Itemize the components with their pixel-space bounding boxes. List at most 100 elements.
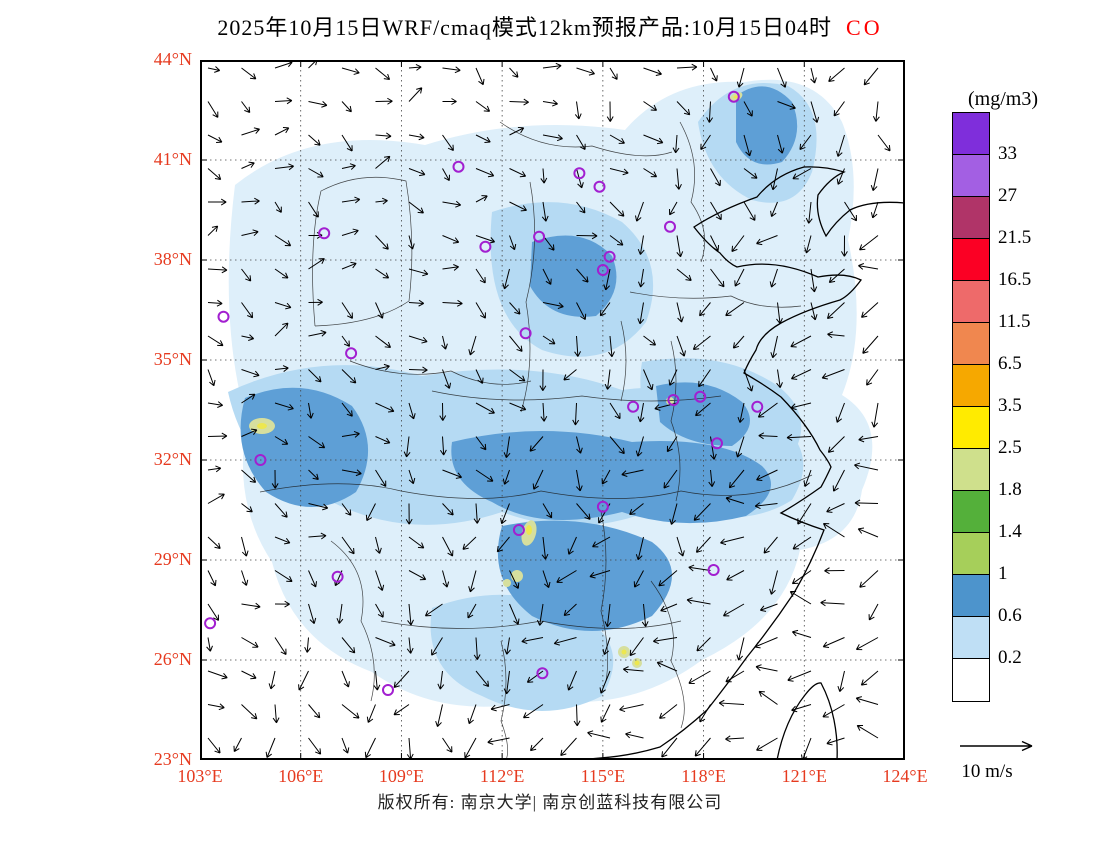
wind-arrow xyxy=(375,335,391,348)
wind-arrow xyxy=(274,570,293,582)
colorbar-segment xyxy=(953,449,989,491)
wind-arrow xyxy=(634,201,644,222)
wind-arrow xyxy=(855,696,879,705)
wind-arrow xyxy=(637,402,645,423)
wind-arrow xyxy=(542,99,558,107)
wind-arrow xyxy=(408,570,427,581)
wind-arrow xyxy=(743,168,758,179)
wind-arrow xyxy=(408,168,426,177)
wind-arrow xyxy=(364,737,376,759)
wind-arrow xyxy=(442,369,452,389)
colorbar-label: 0.6 xyxy=(998,605,1022,626)
wind-arrow xyxy=(475,469,494,482)
copyright-text: 版权所有: 南京大学| 南京创蓝科技有限公司 xyxy=(377,793,723,812)
wind-arrow xyxy=(274,302,292,310)
station-marker xyxy=(479,240,492,253)
wind-arrow xyxy=(693,503,711,521)
wind-legend: 10 m/s xyxy=(932,738,1042,783)
wind-arrow xyxy=(241,268,252,282)
wind-arrow xyxy=(308,201,319,218)
wind-arrow xyxy=(599,670,611,694)
wind-arrow xyxy=(676,235,684,258)
wind-arrow xyxy=(475,195,488,203)
wind-arrow xyxy=(424,603,443,617)
wind-arrow xyxy=(442,737,453,753)
wind-arrow xyxy=(835,402,845,423)
wind-arrow xyxy=(241,369,260,378)
wind-arrow xyxy=(408,536,425,549)
wind-arrow xyxy=(500,503,510,525)
wind-arrow xyxy=(567,670,577,691)
axis-ticks xyxy=(200,60,905,760)
wind-arrow xyxy=(725,302,745,317)
wind-arrow xyxy=(826,302,845,320)
wind-arrow xyxy=(509,201,527,212)
wind-arrow xyxy=(599,302,611,317)
colorbar-label: 1.8 xyxy=(998,479,1022,500)
wind-arrow xyxy=(658,570,678,587)
wind-arrow xyxy=(529,436,544,452)
wind-arrow xyxy=(609,134,625,144)
colorbar xyxy=(952,112,990,702)
wind-arrow xyxy=(661,737,678,758)
wind-arrow xyxy=(375,132,392,140)
map-area xyxy=(200,60,905,760)
wind-arrow xyxy=(609,402,621,420)
wind-arrow xyxy=(810,268,818,293)
wind-arrow xyxy=(824,567,845,575)
wind-arrow xyxy=(870,201,879,219)
wind-arrow xyxy=(726,570,745,581)
wind-arrow xyxy=(660,603,678,613)
lon-tick-label: 103°E xyxy=(177,766,223,786)
wind-arrow xyxy=(207,536,221,550)
wind-arrow xyxy=(619,704,644,713)
wind-arrow xyxy=(341,670,350,688)
wind-arrow xyxy=(625,731,644,739)
wind-arrow xyxy=(710,436,717,460)
wind-arrow xyxy=(341,402,353,417)
wind-arrow xyxy=(241,67,257,80)
wind-arrow xyxy=(871,402,879,428)
wind-arrow xyxy=(706,101,714,123)
wind-arrow xyxy=(833,101,845,117)
wind-arrow xyxy=(341,261,357,270)
wind-arrow xyxy=(207,493,225,504)
wind-arrow xyxy=(407,603,414,626)
map-plot xyxy=(200,60,905,760)
wind-arrow xyxy=(567,536,577,555)
wind-arrow xyxy=(408,402,416,420)
wind-arrow xyxy=(836,134,845,157)
wind-arrow xyxy=(408,63,422,71)
wind-arrow xyxy=(797,503,812,525)
wind-arrow xyxy=(442,98,457,105)
wind-arrow xyxy=(758,432,778,440)
lon-tick-label: 124°E xyxy=(882,766,928,786)
wind-speed-label: 10 m/s xyxy=(961,761,1013,782)
wind-arrow xyxy=(710,235,720,252)
station-marker xyxy=(345,347,358,360)
station-marker xyxy=(751,400,764,413)
wind-arrow xyxy=(663,469,678,489)
wind-arrow xyxy=(837,670,845,693)
wind-arrow xyxy=(529,737,544,752)
wind-arrow xyxy=(576,201,586,214)
wind-arrow xyxy=(408,469,416,485)
wind-arrow xyxy=(439,402,447,421)
wind-arrow xyxy=(576,134,586,150)
wind-arrow xyxy=(573,704,581,727)
wind-arrow xyxy=(473,637,481,660)
wind-arrow xyxy=(521,637,544,645)
wind-arrow xyxy=(805,201,813,224)
wind-arrow xyxy=(502,469,510,485)
wind-arrow xyxy=(822,704,845,718)
station-marker xyxy=(596,264,609,276)
wind-arrow xyxy=(308,329,327,337)
chart-title: 2025年10月15日WRF/cmaq模式12km预报产品:10月15日04时 C… xyxy=(0,10,1100,42)
colorbar-label: 6.5 xyxy=(998,353,1022,374)
wind-arrow xyxy=(308,369,322,383)
wind-arrow xyxy=(609,235,624,246)
wind-arrow xyxy=(442,134,454,152)
wind-arrow xyxy=(532,469,544,490)
wind-arrow xyxy=(633,570,644,588)
wind-arrow xyxy=(375,302,384,319)
